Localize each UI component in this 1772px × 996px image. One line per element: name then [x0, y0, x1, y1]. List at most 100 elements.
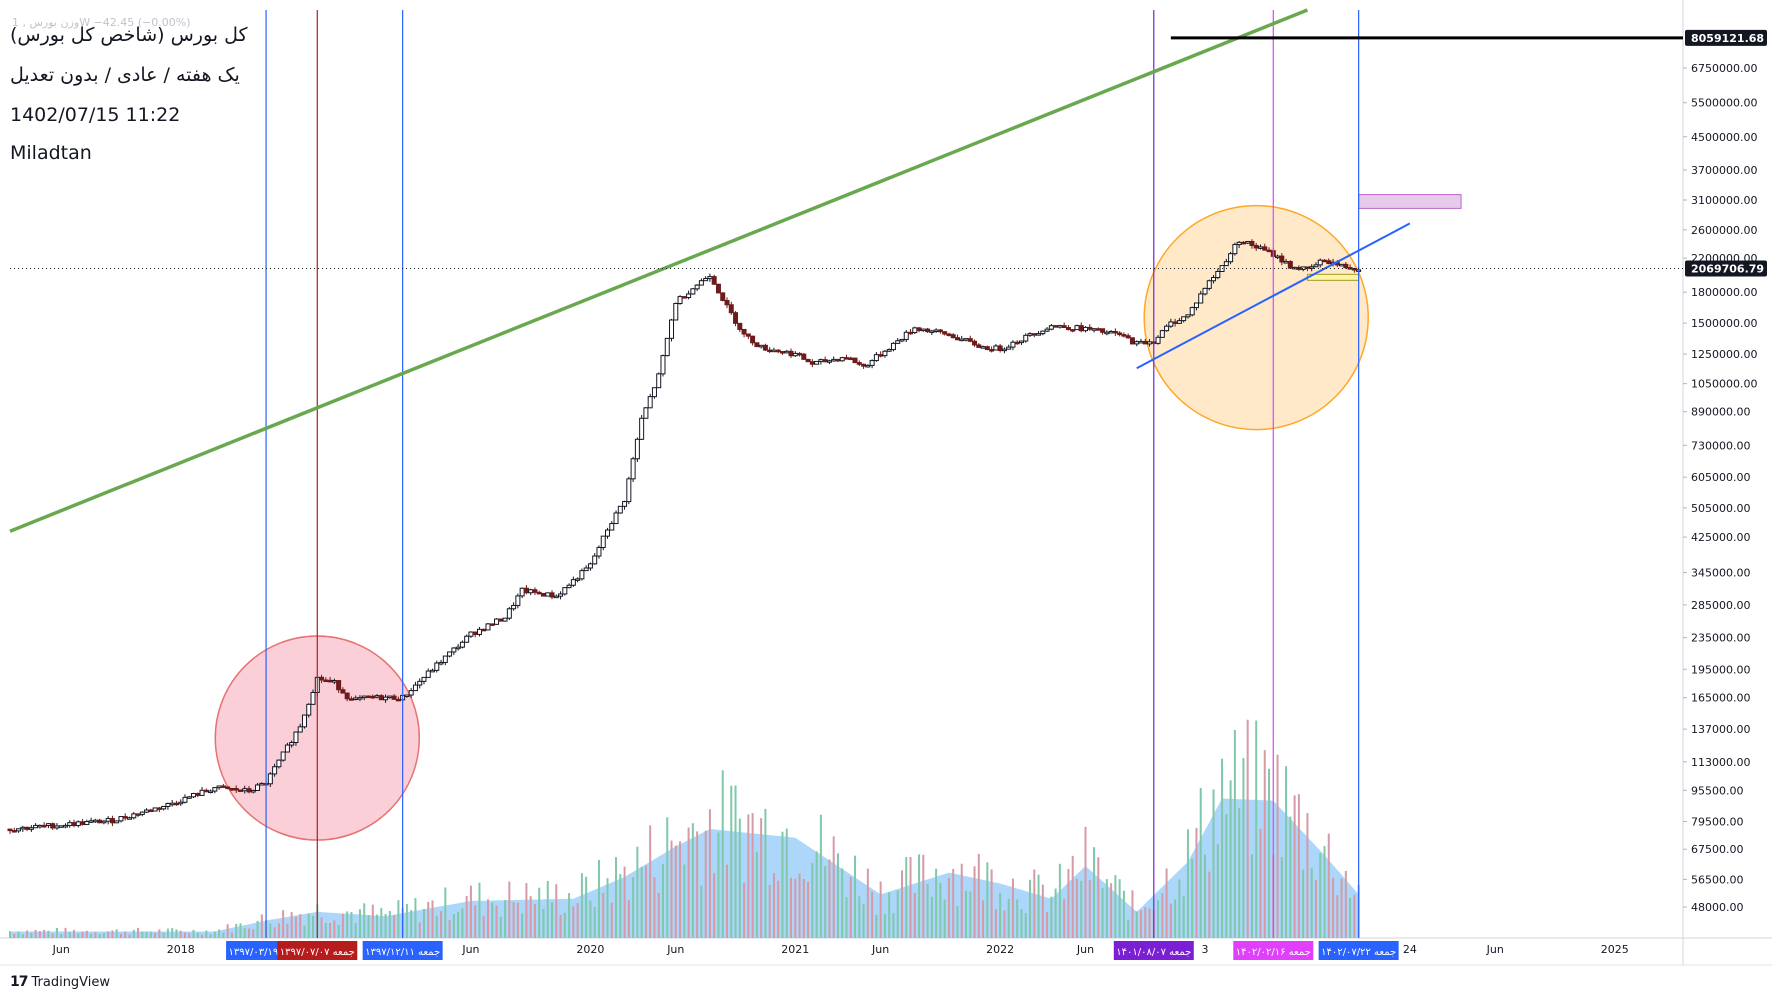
volume-bar	[294, 916, 297, 938]
volume-bar	[1204, 854, 1206, 938]
candle	[1236, 241, 1242, 246]
candle	[664, 337, 670, 357]
candle	[605, 529, 610, 537]
candle	[1083, 326, 1088, 332]
candle	[583, 567, 589, 572]
price-tick-label: 345000.00	[1691, 566, 1751, 579]
volume-bar	[239, 923, 242, 938]
volume-bar	[734, 785, 737, 938]
candle	[404, 694, 410, 698]
candle	[186, 796, 192, 799]
tradingview-logo[interactable]: 17 TradingView	[10, 974, 110, 990]
candle	[80, 821, 86, 826]
volume-bar	[947, 877, 950, 938]
volume-bar	[708, 809, 711, 938]
volume-bar	[657, 892, 660, 938]
volume-bar	[487, 899, 489, 938]
volume-bar	[444, 887, 447, 938]
candle	[127, 817, 132, 820]
candle	[844, 357, 849, 360]
time-tick-label: 24	[1403, 943, 1417, 956]
candle	[109, 818, 115, 824]
candle	[720, 292, 726, 301]
candle	[1070, 329, 1076, 332]
candle	[660, 355, 666, 375]
time-axis: Jun 2018 Jun 2020 Jun 2021 Jun 2022 Jun 3 24 Jun 202…	[52, 941, 1629, 960]
volume-bar	[171, 928, 174, 938]
candle	[745, 333, 751, 337]
volume-bar	[939, 882, 942, 938]
volume-bar	[636, 846, 639, 938]
candle	[16, 828, 22, 832]
volume-bar	[469, 885, 472, 938]
candle	[1283, 261, 1289, 264]
volume-bar	[632, 877, 635, 938]
volume-bar	[282, 910, 285, 938]
candle	[617, 505, 623, 514]
volume-bar	[201, 934, 204, 938]
volume-bar	[713, 873, 716, 938]
candle	[609, 523, 615, 531]
volume-bar	[670, 840, 673, 938]
candle	[276, 759, 282, 768]
candle	[1117, 332, 1123, 336]
volume-bar	[1148, 908, 1151, 938]
volume-bar	[499, 916, 502, 938]
candle	[737, 322, 743, 330]
volume-bar	[755, 851, 758, 938]
candle	[984, 346, 990, 351]
volume-bar	[179, 930, 182, 938]
candle	[58, 825, 64, 828]
candle	[45, 823, 51, 827]
volume-bar	[414, 898, 417, 938]
candle	[327, 679, 333, 683]
candle	[1006, 346, 1012, 350]
volume-bar	[888, 892, 891, 938]
candle	[920, 328, 926, 332]
candle	[50, 823, 56, 829]
volume-bar	[188, 933, 191, 938]
candle	[596, 546, 602, 557]
candle	[976, 344, 982, 348]
volume-bar	[909, 857, 912, 938]
volume-bar	[1174, 899, 1177, 938]
candle	[178, 801, 184, 805]
date-badge	[1113, 941, 1194, 960]
candle	[1249, 240, 1255, 246]
volume-bar	[102, 933, 105, 938]
candle	[1104, 331, 1110, 335]
candle	[1125, 335, 1131, 339]
volume-bar	[1221, 758, 1224, 938]
candle	[1044, 328, 1050, 332]
volume-bar	[1349, 897, 1352, 938]
volume-bar	[585, 876, 588, 938]
candle	[391, 695, 397, 700]
volume-bar	[1139, 910, 1142, 938]
candle	[758, 344, 764, 348]
candle	[421, 676, 427, 682]
volume-bar	[696, 831, 699, 938]
volume-bar	[529, 896, 532, 938]
candle	[882, 350, 888, 357]
candle	[242, 788, 248, 792]
candle	[997, 345, 1003, 352]
volume-bar	[990, 869, 993, 938]
candle	[340, 689, 346, 694]
candle	[1223, 261, 1229, 267]
volume-bar	[572, 906, 575, 938]
volume-bar	[1182, 895, 1185, 938]
volume-bar	[542, 908, 545, 938]
volume-bar	[807, 881, 810, 938]
volume-bar	[47, 930, 50, 938]
volume-bar	[371, 904, 374, 938]
volume-bar	[81, 931, 84, 938]
candle	[353, 697, 359, 701]
candle	[71, 822, 77, 827]
volume-bar	[1259, 828, 1262, 938]
volume-bar	[358, 909, 361, 938]
volume-bar	[875, 914, 878, 938]
volume-bar	[610, 902, 613, 938]
volume-bar	[1071, 855, 1074, 938]
volume-bar	[107, 931, 110, 938]
